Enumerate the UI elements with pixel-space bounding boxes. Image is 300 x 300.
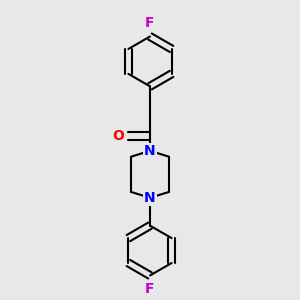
Text: N: N — [144, 144, 156, 158]
Text: F: F — [145, 282, 155, 296]
Text: N: N — [144, 191, 156, 205]
Text: F: F — [145, 16, 155, 30]
Text: O: O — [112, 129, 124, 143]
